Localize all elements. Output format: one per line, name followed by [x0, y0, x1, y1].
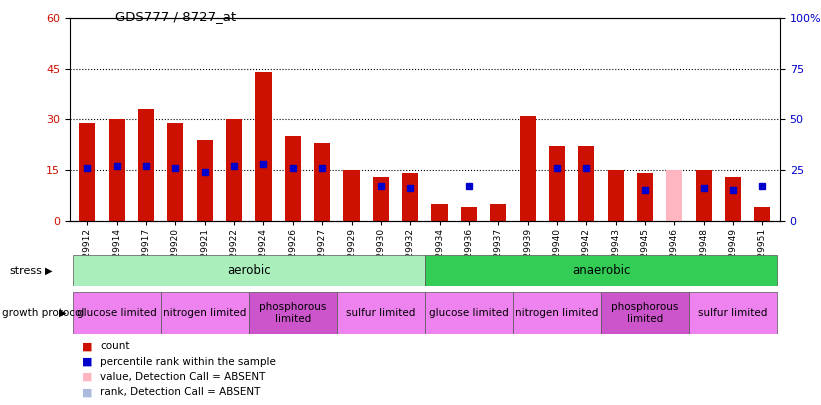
Bar — [601, 292, 689, 334]
Bar — [402, 173, 418, 221]
Bar — [255, 72, 272, 221]
Text: anaerobic: anaerobic — [571, 264, 631, 277]
Bar — [425, 292, 513, 334]
Bar — [197, 140, 213, 221]
Text: ■: ■ — [82, 388, 93, 397]
Bar — [226, 119, 242, 221]
Bar — [608, 170, 624, 221]
Bar — [373, 177, 389, 221]
Bar — [689, 292, 777, 334]
Bar — [161, 292, 249, 334]
Bar — [249, 292, 337, 334]
Text: ■: ■ — [82, 341, 93, 351]
Bar — [513, 292, 601, 334]
Bar — [167, 123, 184, 221]
Text: ▶: ▶ — [59, 308, 67, 318]
Text: ▶: ▶ — [45, 266, 53, 275]
Text: ■: ■ — [82, 372, 93, 382]
Text: nitrogen limited: nitrogen limited — [163, 308, 246, 318]
Bar — [520, 116, 535, 221]
Text: growth protocol: growth protocol — [2, 308, 84, 318]
Text: sulfur limited: sulfur limited — [346, 308, 415, 318]
Text: glucose limited: glucose limited — [77, 308, 157, 318]
Bar — [725, 177, 741, 221]
Text: stress: stress — [10, 266, 43, 275]
Text: aerobic: aerobic — [227, 264, 271, 277]
Bar — [432, 204, 447, 221]
Text: nitrogen limited: nitrogen limited — [516, 308, 599, 318]
Bar — [754, 207, 770, 221]
Bar — [73, 255, 425, 286]
Text: sulfur limited: sulfur limited — [699, 308, 768, 318]
Bar — [637, 173, 653, 221]
Text: phosphorous
limited: phosphorous limited — [259, 302, 327, 324]
Bar — [666, 170, 682, 221]
Text: percentile rank within the sample: percentile rank within the sample — [100, 357, 276, 367]
Bar — [80, 123, 95, 221]
Bar — [108, 119, 125, 221]
Bar — [337, 292, 425, 334]
Text: phosphorous
limited: phosphorous limited — [612, 302, 679, 324]
Bar — [578, 147, 594, 221]
Text: GDS777 / 8727_at: GDS777 / 8727_at — [115, 10, 236, 23]
Bar — [343, 170, 360, 221]
Text: rank, Detection Call = ABSENT: rank, Detection Call = ABSENT — [100, 388, 260, 397]
Bar — [461, 207, 477, 221]
Bar — [138, 109, 154, 221]
Text: count: count — [100, 341, 130, 351]
Bar — [695, 170, 712, 221]
Bar — [73, 292, 161, 334]
Bar — [425, 255, 777, 286]
Bar — [285, 136, 300, 221]
Text: ■: ■ — [82, 357, 93, 367]
Bar — [549, 147, 565, 221]
Text: glucose limited: glucose limited — [429, 308, 509, 318]
Bar — [490, 204, 507, 221]
Text: value, Detection Call = ABSENT: value, Detection Call = ABSENT — [100, 372, 265, 382]
Bar — [314, 143, 330, 221]
